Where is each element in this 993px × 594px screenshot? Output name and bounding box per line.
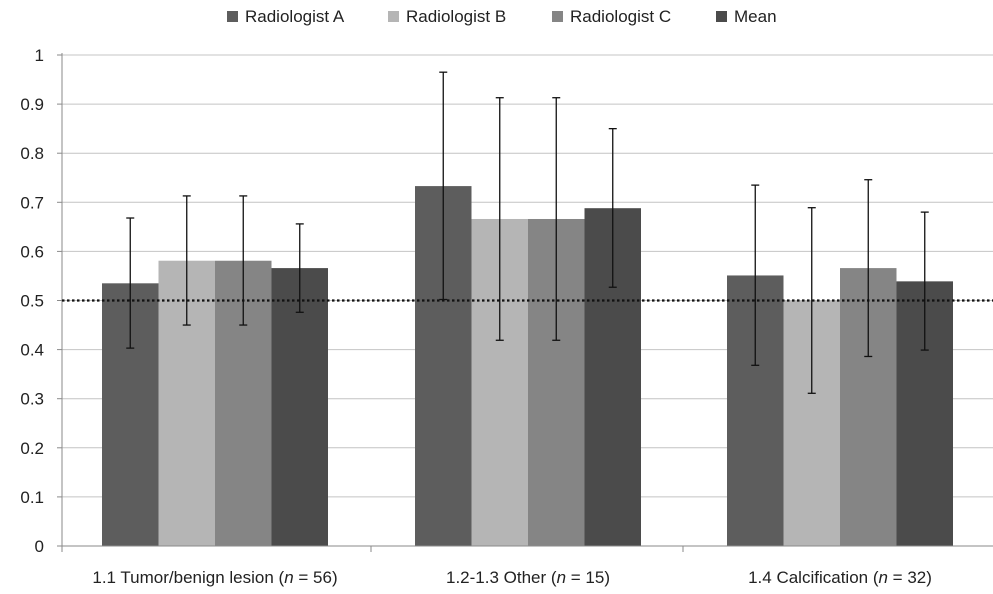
- legend-swatch: [227, 11, 238, 22]
- x-category-label: 1.2-1.3 Other (n = 15): [446, 568, 610, 587]
- legend: Radiologist A Radiologist B Radiologist C M…: [227, 7, 777, 26]
- y-tick-label: 0.2: [20, 439, 44, 458]
- category-label-n: n: [878, 568, 887, 587]
- y-tick-label: 0.7: [20, 193, 44, 212]
- legend-swatch: [552, 11, 563, 22]
- y-tick-label: 0.9: [20, 95, 44, 114]
- y-tick-label: 0.3: [20, 390, 44, 409]
- category-label-n: n: [284, 568, 293, 587]
- y-tick-label: 0.1: [20, 488, 44, 507]
- category-label-prefix: 1.1 Tumor/benign lesion (: [92, 568, 284, 587]
- legend-label: Radiologist A: [245, 7, 345, 26]
- y-tick-label: 1: [35, 46, 44, 65]
- error-bars: [126, 71, 929, 394]
- legend-label: Radiologist C: [570, 7, 671, 26]
- category-label-suffix: = 15): [566, 568, 610, 587]
- y-tick-label: 0.5: [20, 292, 44, 311]
- bar: [271, 268, 328, 546]
- category-label-prefix: 1.4 Calcification (: [748, 568, 879, 587]
- category-label-n: n: [557, 568, 566, 587]
- x-category-label: 1.1 Tumor/benign lesion (n = 56): [92, 568, 337, 587]
- legend-swatch: [388, 11, 399, 22]
- category-label-suffix: = 56): [294, 568, 338, 587]
- legend-swatch: [716, 11, 727, 22]
- category-label-suffix: = 32): [888, 568, 932, 587]
- y-tick-label: 0: [35, 537, 44, 556]
- labels: 0 0.1 0.2 0.3 0.4 0.5 0.6 0.7 0.8 0.9 1 1.1 Tumor/b…: [20, 46, 932, 587]
- legend-label: Mean: [734, 7, 777, 26]
- y-tick-label: 0.8: [20, 144, 44, 163]
- legend-label: Radiologist B: [406, 7, 506, 26]
- y-tick-label: 0.6: [20, 242, 44, 261]
- y-tick-label: 0.4: [20, 341, 44, 360]
- category-label-prefix: 1.2-1.3 Other (: [446, 568, 557, 587]
- bars: [102, 186, 953, 547]
- x-category-label: 1.4 Calcification (n = 32): [748, 568, 932, 587]
